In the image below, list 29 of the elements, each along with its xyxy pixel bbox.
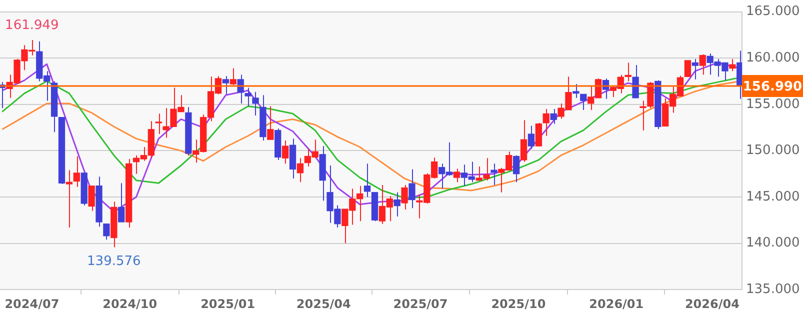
candlestick [408, 168, 416, 209]
annotation: 139.576 [87, 254, 141, 270]
x-tick-label: 2024/07 [4, 296, 60, 311]
annotation: 161.949 [5, 18, 59, 33]
candlestick [155, 113, 162, 135]
candlestick [185, 106, 192, 156]
x-tick-label: 2024/10 [102, 296, 158, 311]
x-tick-label: 2026/01 [589, 296, 644, 311]
candlestick [252, 91, 259, 116]
candlestick [401, 184, 408, 210]
candlestick [319, 146, 326, 202]
y-tick-label: 155.000 [746, 96, 800, 112]
candlestick [490, 163, 498, 186]
x-tick-label: 2026/04 [684, 296, 740, 311]
y-tick-label: 140.000 [746, 236, 800, 251]
x-tick-label: 2025/04 [296, 296, 351, 311]
x-tick-label: 2025/10 [491, 296, 546, 311]
candlestick [88, 185, 95, 212]
ref-line-label: 156.990 [742, 79, 802, 94]
candlestick [96, 176, 102, 228]
x-tick-label: 2025/07 [393, 296, 448, 311]
y-tick-label: 150.000 [746, 143, 800, 158]
y-tick-label: 165.000 [746, 4, 800, 20]
candlestick [572, 84, 580, 98]
y-tick-label: 160.000 [746, 50, 800, 66]
x-tick-label: 2025/01 [200, 296, 256, 311]
candlestick [244, 87, 252, 107]
y-tick-label: 145.000 [746, 189, 800, 204]
y-tick-label: 135.000 [746, 282, 800, 297]
